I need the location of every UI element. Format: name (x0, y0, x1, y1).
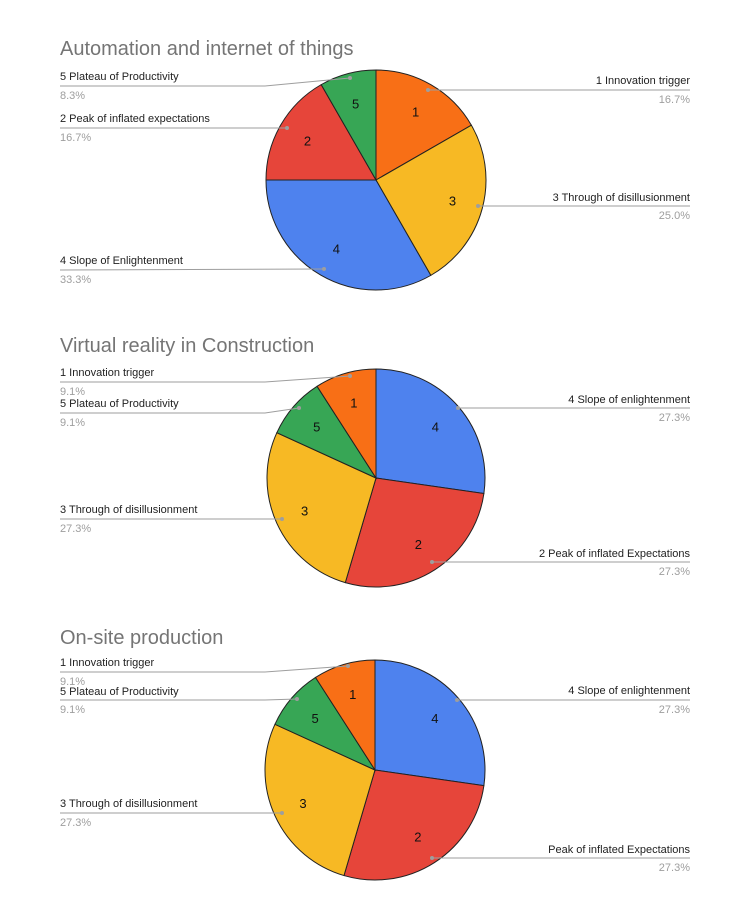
leader-dot (295, 697, 299, 701)
slice-label: 5 Plateau of Productivity (60, 686, 179, 698)
leader-line (60, 665, 349, 673)
slice-percent: 8.3% (60, 90, 85, 102)
leader-dot (348, 76, 352, 80)
slice-number-label: 2 (414, 830, 421, 845)
slice-percent: 33.3% (60, 274, 91, 286)
slice-percent: 27.3% (659, 704, 690, 716)
pie-slice[interactable] (374, 659, 486, 787)
leader-line (59, 268, 325, 271)
slice-label: 5 Plateau of Productivity (60, 71, 179, 83)
pie-chart: Virtual reality in Construction 4 2 3 5 1 4 Sl… (60, 335, 691, 588)
slice-percent: 16.7% (60, 132, 91, 144)
slice-number-label: 2 (415, 537, 422, 552)
slice-number-label: 5 (352, 96, 359, 111)
slice-label: 3 Through of disillusionment (60, 798, 197, 810)
leader-dot (430, 560, 434, 564)
slice-label: 4 Slope of enlightenment (568, 394, 690, 406)
pie-slice[interactable] (314, 659, 376, 772)
slice-percent: 27.3% (60, 817, 91, 829)
slice-number-label: 5 (313, 420, 320, 435)
leader-dot (297, 406, 301, 410)
leader-dot (346, 664, 350, 668)
slice-label: 4 Slope of enlightenment (568, 685, 690, 697)
leader-dot (456, 406, 460, 410)
pie-slice[interactable] (343, 769, 485, 881)
slice-number-label: 2 (304, 133, 311, 148)
slice-number-label: 4 (432, 420, 439, 435)
pie-slice[interactable] (265, 179, 432, 291)
leader-dot (476, 204, 480, 208)
chart-title: Virtual reality in Construction (60, 335, 314, 357)
chart-title: Automation and internet of things (60, 38, 354, 60)
pie-slice[interactable] (264, 723, 376, 877)
slice-number-label: 3 (301, 504, 308, 519)
leader-line (60, 698, 298, 701)
pie-slice[interactable] (316, 368, 377, 480)
leader-dot (348, 374, 352, 378)
slice-label: 1 Innovation trigger (60, 657, 155, 669)
slice-number-label: 3 (299, 796, 306, 811)
chart-title: On-site production (60, 627, 223, 649)
slice-number-label: 3 (449, 194, 456, 209)
slice-percent: 27.3% (60, 523, 91, 535)
slice-percent: 27.3% (659, 566, 690, 578)
pie-chart: On-site production 4 2 3 5 1 4 Slope of enligh… (60, 627, 690, 881)
leader-dot (430, 856, 434, 860)
pie-slice[interactable] (320, 69, 377, 182)
slice-number-label: 1 (349, 687, 356, 702)
leader-dot (455, 698, 459, 702)
leader-dot (426, 88, 430, 92)
slice-label: 3 Through of disillusionment (60, 504, 197, 516)
slice-label: 1 Innovation trigger (596, 75, 691, 87)
leader-dot (280, 517, 284, 521)
slice-percent: 25.0% (659, 210, 690, 222)
leader-dot (285, 126, 289, 130)
slice-label: 3 Through of disillusionment (553, 192, 690, 204)
pie-slice[interactable] (265, 83, 377, 181)
slice-label: 5 Plateau of Productivity (60, 398, 179, 410)
slice-label: 2 Peak of inflated Expectations (539, 548, 691, 560)
slice-number-label: 5 (312, 711, 319, 726)
leader-line (60, 77, 351, 87)
slice-number-label: 1 (350, 396, 357, 411)
pie-slice[interactable] (375, 124, 487, 277)
slice-percent: 9.1% (60, 676, 85, 688)
slice-label: 1 Innovation trigger (60, 367, 155, 379)
leader-dot (322, 267, 326, 271)
slice-percent: 9.1% (60, 704, 85, 716)
pie-slice[interactable] (375, 69, 473, 181)
pie-chart: Automation and internet of things 1 3 4 2 5 1 … (59, 38, 691, 291)
leader-line (60, 407, 300, 414)
slice-number-label: 1 (412, 104, 419, 119)
slice-percent: 9.1% (60, 386, 85, 398)
slice-number-label: 4 (431, 711, 438, 726)
slice-label: 4 Slope of Enlightenment (60, 255, 183, 267)
slice-percent: 9.1% (60, 417, 85, 429)
slice-label: Peak of inflated Expectations (548, 844, 690, 856)
slice-label: 2 Peak of inflated expectations (60, 113, 210, 125)
leader-line (60, 375, 351, 383)
slice-percent: 27.3% (659, 412, 690, 424)
slice-number-label: 4 (333, 242, 340, 257)
leader-dot (280, 811, 284, 815)
pie-slice[interactable] (344, 477, 485, 588)
pie-slice[interactable] (266, 432, 377, 584)
slice-percent: 16.7% (659, 94, 690, 106)
slice-percent: 27.3% (659, 862, 690, 874)
pie-slice[interactable] (375, 368, 486, 495)
